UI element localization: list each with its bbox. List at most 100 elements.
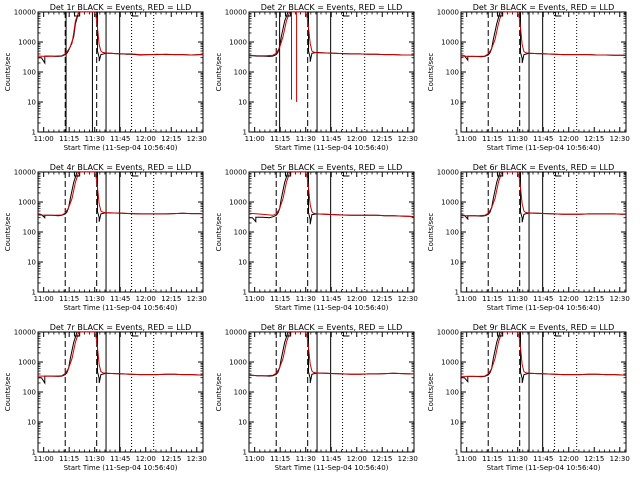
y-tick-label: 100 [446,229,459,237]
y-tick-label: 10 [450,419,459,427]
x-tick-label: 12:00 [559,295,579,303]
x-tick-label: 12:00 [559,455,579,463]
state-bracket [342,172,350,177]
y-tick-label: 1000 [18,199,36,207]
x-tick-label: 12:15 [584,135,604,143]
y-tick-label: 1 [32,289,36,297]
plot-frame [37,11,204,133]
state-bracket [497,332,504,337]
y-tick-label: 1000 [441,39,459,47]
y-tick-label: 100 [23,229,36,237]
y-tick-label: 100 [446,389,459,397]
x-tick-label: 12:00 [347,135,367,143]
x-tick-label: 11:00 [245,295,265,303]
x-axis-label: Start Time (11-Sep-04 10:56:40) [64,144,178,152]
y-tick-label: 1000 [441,359,459,367]
x-tick-label: 11:00 [34,135,54,143]
panel-8: 1 10 100 1000 10000 11:00 11:15 11:30 11:45 12:00… [215,323,418,472]
series-line-lld [249,12,414,102]
x-axis-label: Start Time (11-Sep-04 10:56:40) [487,304,601,312]
panel-title: Det 8r BLACK = Events, RED = LLD [261,323,403,332]
y-tick-label: 1000 [229,39,247,47]
series-line-events [249,332,414,384]
series-line-lld [249,332,414,377]
series-line-events [249,172,414,225]
y-tick-label: 1000 [18,39,36,47]
plot-frame [460,11,627,133]
x-tick-label: 12:15 [584,455,604,463]
x-tick-label: 12:30 [610,135,630,143]
x-tick-label: 11:30 [508,295,528,303]
x-tick-label: 11:45 [110,455,130,463]
y-tick-label: 10 [450,99,459,107]
x-axis-label: Start Time (11-Sep-04 10:56:40) [64,304,178,312]
x-tick-label: 11:15 [270,295,290,303]
series-line-lld [461,172,626,217]
state-bracket [74,172,81,177]
y-tick-label: 1 [243,129,247,137]
x-tick-label: 11:45 [533,455,553,463]
x-tick-label: 12:30 [610,455,630,463]
panel-4: 1 10 100 1000 10000 11:00 11:15 11:30 11:45 12:00… [4,163,207,312]
x-tick-label: 11:30 [296,455,316,463]
plot-frame [460,171,627,293]
y-tick-label: 10000 [14,329,36,337]
x-tick-label: 12:15 [372,135,392,143]
y-tick-label: 1 [455,449,459,457]
x-tick-label: 12:00 [559,135,579,143]
x-tick-label: 12:00 [136,455,156,463]
x-tick-label: 12:30 [187,135,207,143]
panel-5: 1 10 100 1000 10000 11:00 11:15 11:30 11:45 12:00… [215,163,418,312]
y-tick-label: 10000 [14,169,36,177]
y-tick-label: 100 [234,69,247,77]
x-axis-label: Start Time (11-Sep-04 10:56:40) [487,464,601,472]
state-bracket [285,12,292,17]
y-tick-label: 100 [234,389,247,397]
series-line-lld [461,332,626,377]
panel-title: Det 2r BLACK = Events, RED = LLD [261,3,403,12]
x-tick-label: 11:15 [59,455,79,463]
panel-2: 1 10 100 1000 10000 11:00 11:15 11:30 11:45 12:00… [215,3,418,152]
state-bracket [497,172,504,177]
x-tick-label: 11:45 [321,295,341,303]
x-tick-label: 11:15 [482,295,502,303]
y-axis-label: Counts/sec [215,373,223,412]
x-tick-label: 11:00 [457,295,477,303]
x-tick-label: 11:15 [482,135,502,143]
x-tick-label: 11:30 [296,295,316,303]
x-tick-label: 11:30 [85,295,105,303]
y-tick-label: 1 [32,449,36,457]
y-tick-label: 10 [27,419,36,427]
plot-frame [460,331,627,453]
x-tick-label: 12:30 [187,295,207,303]
state-bracket [554,12,562,17]
state-bracket [342,332,350,337]
panel-9: 1 10 100 1000 10000 11:00 11:15 11:30 11:45 12:00… [427,323,630,472]
panel-title: Det 4r BLACK = Events, RED = LLD [50,163,192,172]
panel-title: Det 9r BLACK = Events, RED = LLD [473,323,615,332]
panel-title: Det 1r BLACK = Events, RED = LLD [50,3,192,12]
x-tick-label: 11:15 [59,295,79,303]
x-tick-label: 11:45 [321,135,341,143]
x-axis-label: Start Time (11-Sep-04 10:56:40) [275,144,389,152]
x-tick-label: 12:00 [347,455,367,463]
state-bracket [74,12,81,17]
y-tick-label: 10000 [225,329,247,337]
x-tick-label: 12:00 [136,295,156,303]
y-tick-label: 100 [446,69,459,77]
x-tick-label: 11:15 [270,135,290,143]
x-axis-label: Start Time (11-Sep-04 10:56:40) [275,464,389,472]
y-tick-label: 1 [243,449,247,457]
y-tick-label: 10 [27,259,36,267]
state-bracket [285,332,292,337]
y-axis-label: Counts/sec [4,213,12,252]
x-tick-label: 12:15 [161,135,181,143]
y-tick-label: 10000 [437,329,459,337]
y-tick-label: 100 [23,69,36,77]
y-tick-label: 1 [455,129,459,137]
y-tick-label: 10 [450,259,459,267]
x-tick-label: 11:00 [34,455,54,463]
panel-3: 1 10 100 1000 10000 11:00 11:15 11:30 11:45 12:00… [427,3,630,152]
panel-title: Det 7r BLACK = Events, RED = LLD [50,323,192,332]
